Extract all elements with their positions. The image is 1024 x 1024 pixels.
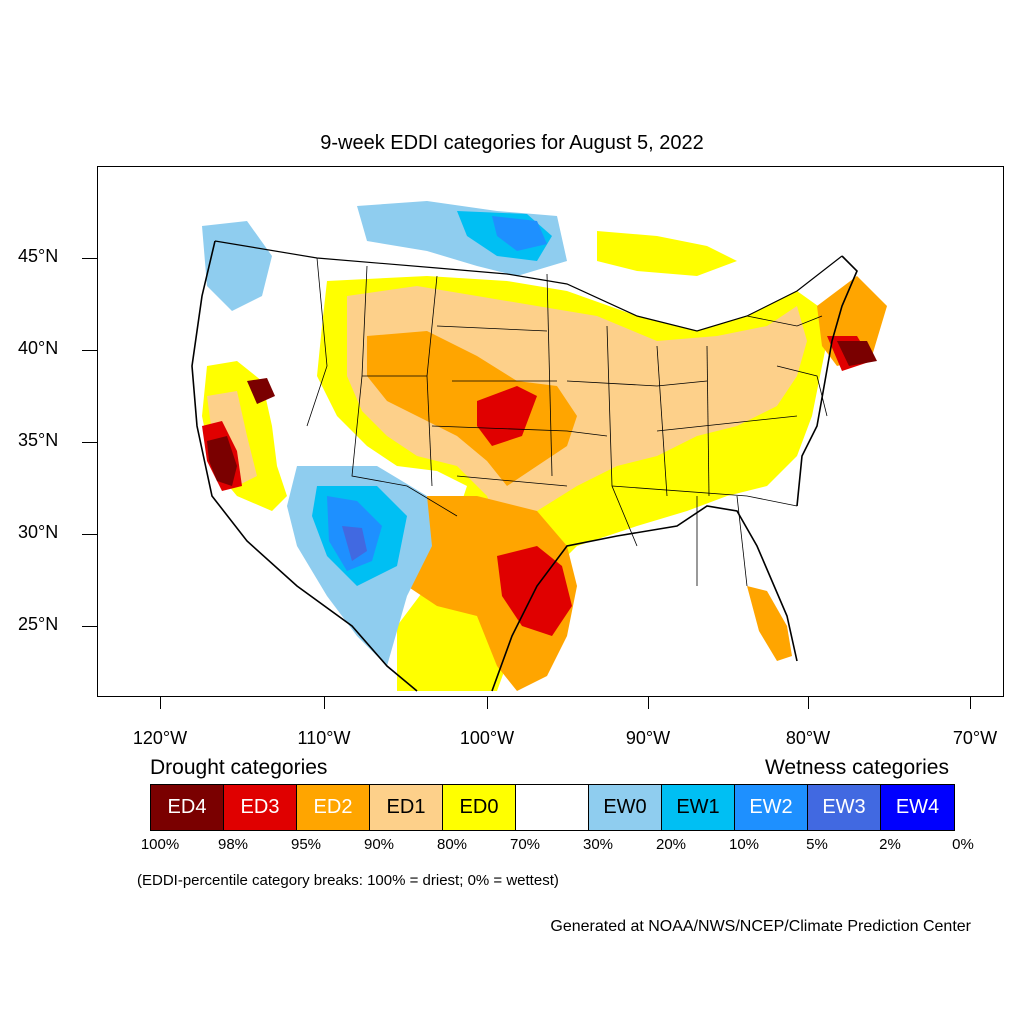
ed4-nevada (247, 378, 275, 404)
lon-tick-90 (648, 697, 649, 709)
credit-line: Generated at NOAA/NWS/NCEP/Climate Predi… (550, 918, 971, 935)
national-border (214, 240, 843, 332)
north-ed0 (597, 231, 737, 276)
ed3-nebraska (477, 386, 537, 446)
percentile-label: 10% (728, 836, 760, 853)
eddi-map (187, 201, 887, 692)
ew0-pacnw (202, 221, 272, 311)
percentile-label: 100% (140, 836, 180, 853)
legend-box-ew2: EW2 (735, 785, 808, 830)
lat-label-25: 25°N (18, 614, 59, 634)
percentile-label: 30% (582, 836, 614, 853)
ed2-texas (407, 496, 577, 691)
lon-tick-100 (487, 697, 488, 709)
lon-label-100: 100°W (459, 728, 515, 748)
lon-tick-110 (324, 697, 325, 709)
legend-box-ed2: ED2 (297, 785, 370, 830)
lat-tick-45 (82, 258, 97, 259)
percentile-label: 80% (436, 836, 468, 853)
percentile-label: 5% (806, 836, 828, 853)
lon-tick-80 (808, 697, 809, 709)
ed2-plains (367, 331, 577, 486)
state-lines (306, 257, 828, 587)
ca-ed1 (207, 391, 257, 486)
lon-label-80: 80°W (785, 728, 831, 748)
coastline (191, 240, 858, 692)
legend-box-ew4: EW4 (881, 785, 954, 830)
lat-label-35: 35°N (18, 430, 59, 450)
wetness-heading: Wetness categories (764, 756, 949, 779)
legend-box-neutral (516, 785, 589, 830)
legend-box-ew0: EW0 (589, 785, 662, 830)
ew3-southwest (342, 526, 367, 561)
lon-tick-120 (160, 697, 161, 709)
legend-bar: ED4 ED3 ED2 ED1 ED0 EW0 EW1 EW2 EW3 EW4 (150, 784, 955, 831)
map-title: 9-week EDDI categories for August 5, 202… (320, 132, 704, 154)
legend-box-ew3: EW3 (808, 785, 881, 830)
lon-label-110: 110°W (297, 728, 351, 748)
ed2-florida (747, 586, 792, 661)
percentile-label: 98% (217, 836, 249, 853)
lat-tick-35 (82, 442, 97, 443)
lon-label-120: 120°W (132, 728, 188, 748)
lon-label-70: 70°W (952, 728, 998, 748)
drought-heading: Drought categories (150, 756, 328, 779)
percentile-label: 90% (363, 836, 395, 853)
lon-label-90: 90°W (625, 728, 671, 748)
percentile-label: 0% (952, 836, 974, 853)
legend-box-ed0: ED0 (443, 785, 516, 830)
lat-label-45: 45°N (18, 246, 59, 266)
lat-tick-40 (82, 350, 97, 351)
ed4-northeast (837, 341, 877, 366)
lat-tick-25 (82, 626, 97, 627)
percentile-label: 20% (655, 836, 687, 853)
lat-label-40: 40°N (18, 338, 59, 358)
lat-label-30: 30°N (18, 522, 59, 542)
map-frame (97, 166, 1004, 697)
legend-box-ed4: ED4 (151, 785, 224, 830)
ed4-california (207, 436, 237, 486)
ew2-north (492, 216, 547, 251)
legend-box-ew1: EW1 (662, 785, 735, 830)
category-note: (EDDI-percentile category breaks: 100% =… (137, 872, 559, 889)
legend-box-ed1: ED1 (370, 785, 443, 830)
percentile-label: 70% (509, 836, 541, 853)
percentile-label: 2% (879, 836, 901, 853)
legend-box-ed3: ED3 (224, 785, 297, 830)
lat-tick-30 (82, 534, 97, 535)
lon-tick-70 (970, 697, 971, 709)
percentile-label: 95% (290, 836, 322, 853)
